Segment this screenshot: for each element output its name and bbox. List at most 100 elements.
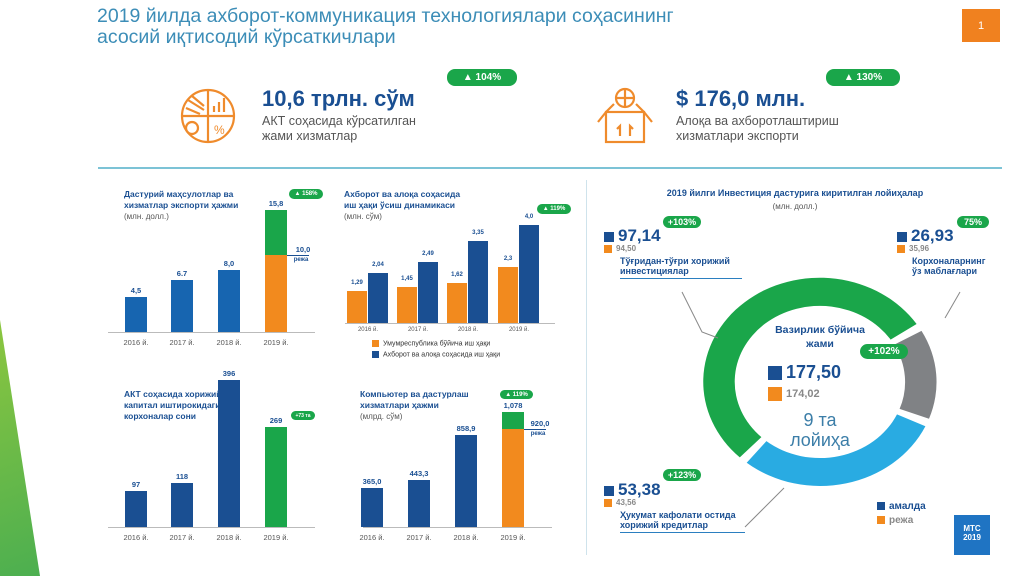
chart-foreign-enterprises-title: АКТ соҳасида хорижий капитал иштирокидаги… [124, 389, 222, 421]
bar-value-label: 97 [131, 479, 141, 489]
segment-own-funds-actual: 26,93 [897, 226, 954, 246]
x-tick-label: 2019 й. [508, 327, 530, 333]
legend-swatch [372, 351, 379, 358]
x-tick-label: 2017 й. [407, 327, 429, 333]
donut-unit: (млн. долл.) [772, 202, 818, 211]
chart-badge: ▲ 119% [500, 390, 533, 399]
pie-chart-finance-icon: % [180, 88, 236, 144]
bar-value-label: 8,0 [223, 259, 235, 269]
bar-national-wage [498, 266, 518, 323]
bar [361, 488, 383, 527]
donut-center-projects: 9 та лойиҳа [790, 410, 850, 450]
bar-value-label: 1,29 [351, 280, 363, 287]
kpi-export-badge: ▲ 130% [826, 69, 900, 86]
bar-ict-wage [468, 240, 488, 323]
bar-value-label: 2,49 [422, 250, 434, 257]
x-tick-label: 2018 й. [453, 533, 479, 542]
bar-value-label: 118 [175, 472, 189, 482]
bar-value-label: 269 [269, 415, 283, 425]
chart-unit: (млрд. сўм) [360, 412, 403, 421]
segment-gov-credits-actual: 53,38 [604, 480, 661, 500]
x-tick-label: 2016 й. [359, 533, 385, 542]
chart-badge: ▲ 119% [537, 204, 571, 214]
bar-value-label: 2,04 [372, 262, 384, 269]
legend-actual: амалда [877, 501, 926, 512]
bar-overfulfilment [502, 411, 524, 429]
mts-logo: МТС 2019 [954, 515, 990, 555]
legend-swatch [372, 340, 379, 347]
legend-item: Умумреспублика бўйича иш ҳақи [372, 340, 490, 347]
bar-value-label: 2,3 [503, 255, 513, 262]
bar [218, 270, 240, 332]
bar-value-label: 443,3 [409, 468, 429, 478]
x-tick-label: 2019 й. [263, 533, 289, 542]
x-tick-label: 2016 й. [123, 533, 149, 542]
x-axis [363, 527, 552, 528]
divider [98, 167, 1002, 169]
x-axis [345, 323, 555, 324]
chart-software-export: 4,5 2016 й. 6.7 2017 й. 8,0 2018 й. 10,0 режа 15… [100, 185, 330, 350]
segment-badge: 75% [957, 216, 989, 228]
bar-plan [502, 428, 524, 527]
segment-fdi-plan: 94,50 [604, 244, 636, 253]
segment-badge: +103% [663, 216, 701, 228]
bar [125, 490, 147, 527]
bar [455, 435, 477, 527]
x-tick-label: 2016 й. [123, 338, 149, 347]
kpi-ict-services-badge: ▲ 104% [447, 69, 517, 86]
kpi-export-value: $ 176,0 млн. [676, 86, 806, 111]
page-title: 2019 йилда ахборот-коммуникация технолог… [97, 5, 674, 48]
plan-word-label: режа [293, 257, 309, 263]
decorative-wedge [0, 320, 40, 576]
bar-value-label: 1,078 [503, 400, 523, 410]
x-tick-label: 2018 й. [457, 327, 479, 333]
svg-text:%: % [214, 123, 225, 137]
bar [125, 297, 147, 332]
bar-value-label: 1,62 [451, 272, 463, 279]
bar-ict-wage [519, 225, 539, 323]
x-tick-label: 2019 й. [500, 533, 526, 542]
chart-badge: +73 та [291, 411, 315, 420]
segment-gov-credits-plan: 43,56 [604, 498, 636, 507]
bar [171, 483, 193, 527]
chart-wages-title: Ахборот ва алоқа соҳасида иш ҳақи ўсиш ди… [344, 189, 461, 210]
bar [408, 479, 430, 527]
bar-value-label: 365,0 [362, 477, 382, 487]
bar-national-wage [447, 283, 467, 323]
bar-value-label: 3,35 [472, 229, 484, 236]
x-tick-label: 2018 й. [216, 533, 242, 542]
divider [586, 180, 587, 555]
donut-title: 2019 йилги Инвестиция дастурига киритилг… [666, 188, 924, 198]
bar-national-wage [397, 287, 417, 323]
bar [265, 426, 287, 527]
segment-badge: +123% [663, 469, 701, 481]
x-tick-label: 2017 й. [406, 533, 432, 542]
plan-line [287, 255, 309, 256]
kpi-ict-services-value: 10,6 трлн. сўм [262, 86, 415, 111]
bar-value-label: 396 [222, 368, 236, 378]
chart-wages: 1,29 2,04 2016 й. 1,45 2,49 2017 й. 1,62 3,35 20… [340, 185, 565, 335]
bar-overfulfilment [265, 210, 287, 255]
segment-fdi-label: Тўғридан-тўғри хорижий инвестициялар [620, 256, 742, 279]
x-tick-label: 2017 й. [169, 338, 195, 347]
x-tick-label: 2019 й. [263, 338, 289, 347]
chart-foreign-enterprises: 97 2016 й. 118 2017 й. 396 2018 й. 269 2019 й. [100, 369, 330, 550]
bar-value-label: 15,8 [268, 199, 284, 209]
donut-segment-fdi [703, 277, 917, 458]
x-tick-label: 2016 й. [357, 327, 379, 333]
chart-unit: (млн. сўм) [344, 212, 382, 221]
donut-center-badge: +102% [860, 344, 908, 359]
legend-plan: режа [877, 515, 913, 526]
segment-fdi-actual: 97,14 [604, 226, 661, 246]
segment-gov-credits-label: Ҳукумат кафолати остида хорижий кредитлар [620, 510, 745, 533]
x-tick-label: 2017 й. [169, 533, 195, 542]
chart-computer-services-title: Компьютер ва дастурлаш хизматлари ҳажми [360, 389, 469, 410]
bar-ict-wage [368, 273, 388, 323]
plan-value-label: 10,0 [295, 245, 311, 254]
donut-center-actual: 177,50 [768, 362, 841, 383]
donut-center-plan: 174,02 [768, 387, 820, 401]
legend-item: Ахборот ва алоқа соҳасида иш ҳақи [372, 351, 500, 358]
chart-unit: (млн. долл.) [124, 212, 169, 221]
bar-value-label: 4,5 [130, 286, 142, 296]
bar-value-label: 858,9 [456, 424, 476, 434]
